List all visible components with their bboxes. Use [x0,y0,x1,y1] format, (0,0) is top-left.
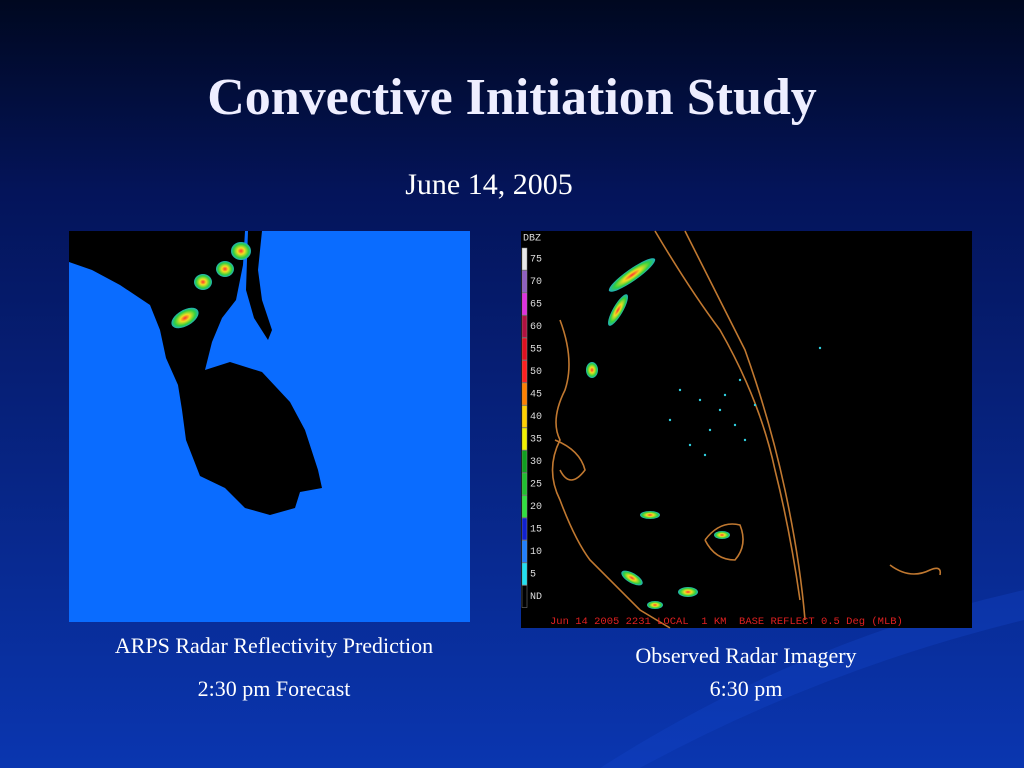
legend-label: 50 [530,367,542,378]
legend-label: 10 [530,547,542,558]
legend-swatch [521,270,528,293]
legend-label: 45 [530,390,542,401]
legend-label: 35 [530,435,542,446]
legend-label: ND [530,592,542,603]
legend-title: DBZ [523,234,541,245]
legend-swatch [521,427,528,451]
legend-swatch [521,405,528,428]
legend-label: 70 [530,277,542,288]
prediction-image [69,231,470,622]
legend-label: 40 [530,412,542,423]
legend-swatch [521,247,528,271]
legend-swatch [521,360,528,383]
legend-label: 25 [530,480,542,491]
legend-swatch [521,472,528,496]
right-caption: 6:30 pm [710,676,783,701]
legend-label: 60 [530,322,542,333]
right-caption: Observed Radar Imagery [635,643,856,668]
legend-swatch [521,495,528,518]
legend-swatch [521,562,528,586]
radar-footer: Jun 14 2005 2231 LOCAL 1 KM BASE REFLECT… [550,616,903,628]
date: June 14, 2005 [405,168,573,201]
left-caption: 2:30 pm Forecast [198,676,351,701]
legend-swatch [521,585,528,608]
legend-label: 5 [530,570,536,581]
legend-swatch [521,337,528,361]
legend-swatch [521,450,528,473]
legend-label: 75 [530,255,542,266]
legend-label: 20 [530,502,542,513]
legend-swatch [521,292,528,316]
legend-label: 55 [530,345,542,356]
legend-label: 30 [530,457,542,468]
legend-swatch [521,382,528,406]
radar-image [521,230,972,629]
legend-swatch [521,540,528,563]
legend-label: 65 [530,300,542,311]
title: Convective Initiation Study [207,69,817,126]
legend-label: 15 [530,525,542,536]
decoration [600,590,1024,768]
legend-swatch [521,315,528,338]
radar-legend: DBZ 75 70 65 60 55 50 45 40 35 30 25 20 15 10 5 ND [521,234,542,608]
left-caption: ARPS Radar Reflectivity Prediction [115,633,433,658]
legend-swatch [521,517,528,541]
